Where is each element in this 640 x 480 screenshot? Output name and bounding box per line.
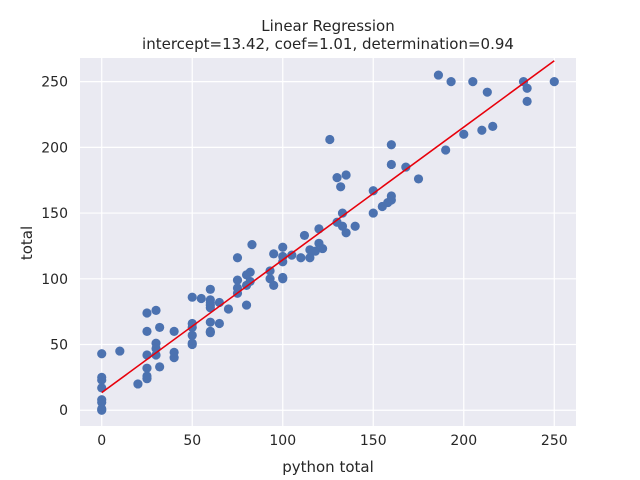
data-point [115,346,125,356]
data-point [337,208,348,218]
y-tick-label: 0 [59,403,68,419]
data-point [310,246,320,256]
data-point [269,249,279,259]
data-point [522,96,532,106]
data-point [341,228,351,238]
y-tick-label: 150 [41,206,68,222]
data-point [477,125,487,135]
y-tick-label: 100 [41,272,68,288]
data-point [386,159,396,170]
data-point [205,326,215,336]
data-point [278,242,288,252]
data-point [305,253,315,263]
x-tick-label: 150 [360,433,387,449]
data-point [265,266,275,276]
data-point [482,87,492,97]
data-point [459,129,469,139]
data-point [142,326,152,336]
data-point [296,253,306,263]
data-point [187,330,197,340]
x-tick-label: 0 [97,433,106,449]
data-point [223,304,234,314]
data-point [232,275,243,285]
data-point [142,371,152,381]
data-point [241,300,252,310]
y-tick-label: 50 [50,338,68,354]
data-point [232,253,243,263]
data-point [97,404,107,414]
x-tick-label: 100 [269,433,296,449]
data-point [97,349,107,359]
y-tick-label: 200 [41,140,68,156]
plot-area: 0 50 100 150 200 250 0 50 100 150 200 250 [41,58,576,449]
data-point [332,173,342,183]
data-point [287,250,297,260]
data-point [269,280,279,290]
data-point [232,283,243,293]
data-point [142,350,152,360]
data-point [413,174,424,184]
x-tick-label: 50 [183,433,201,449]
data-point [368,208,378,218]
x-axis-label: python total [282,458,374,476]
x-tick-label: 200 [450,433,477,449]
data-point [350,221,360,231]
data-point [314,224,324,234]
data-point [169,326,179,336]
data-point [278,272,288,283]
data-point [336,182,346,192]
data-point [151,338,161,348]
data-point [522,83,532,93]
data-point [196,293,206,304]
data-point [433,70,444,80]
data-point [151,305,161,315]
data-point [151,350,161,360]
data-point [205,284,215,294]
data-point [317,243,328,254]
data-point [155,362,165,372]
data-point [341,170,351,180]
data-point [214,318,224,329]
data-point [245,267,255,277]
data-point [97,372,107,382]
data-point [187,292,197,302]
data-point [325,134,335,145]
data-point [299,230,310,241]
data-point [488,121,498,131]
data-point [142,308,152,318]
data-point [133,379,143,389]
data-point [401,162,411,172]
data-point [205,317,215,327]
data-point [187,318,197,329]
data-point [468,77,478,87]
data-point [155,322,165,333]
data-point [205,295,215,305]
data-point [187,338,197,348]
x-tick-label: 250 [541,433,568,449]
y-axis-label: total [18,226,36,260]
data-point [142,363,152,373]
regression-line [101,60,555,394]
chart-subtitle: intercept=13.42, coef=1.01, determinatio… [142,35,514,53]
data-point [247,240,257,250]
data-point [368,186,378,196]
data-point [446,77,456,87]
data-point [549,77,559,87]
data-point [441,145,451,155]
data-point [386,191,396,201]
data-point [97,395,107,405]
data-point [169,347,179,357]
plot-background [80,58,576,426]
data-point [386,140,396,150]
data-point [245,276,255,287]
chart-title: Linear Regression [261,17,394,35]
y-tick-label: 250 [41,75,68,91]
